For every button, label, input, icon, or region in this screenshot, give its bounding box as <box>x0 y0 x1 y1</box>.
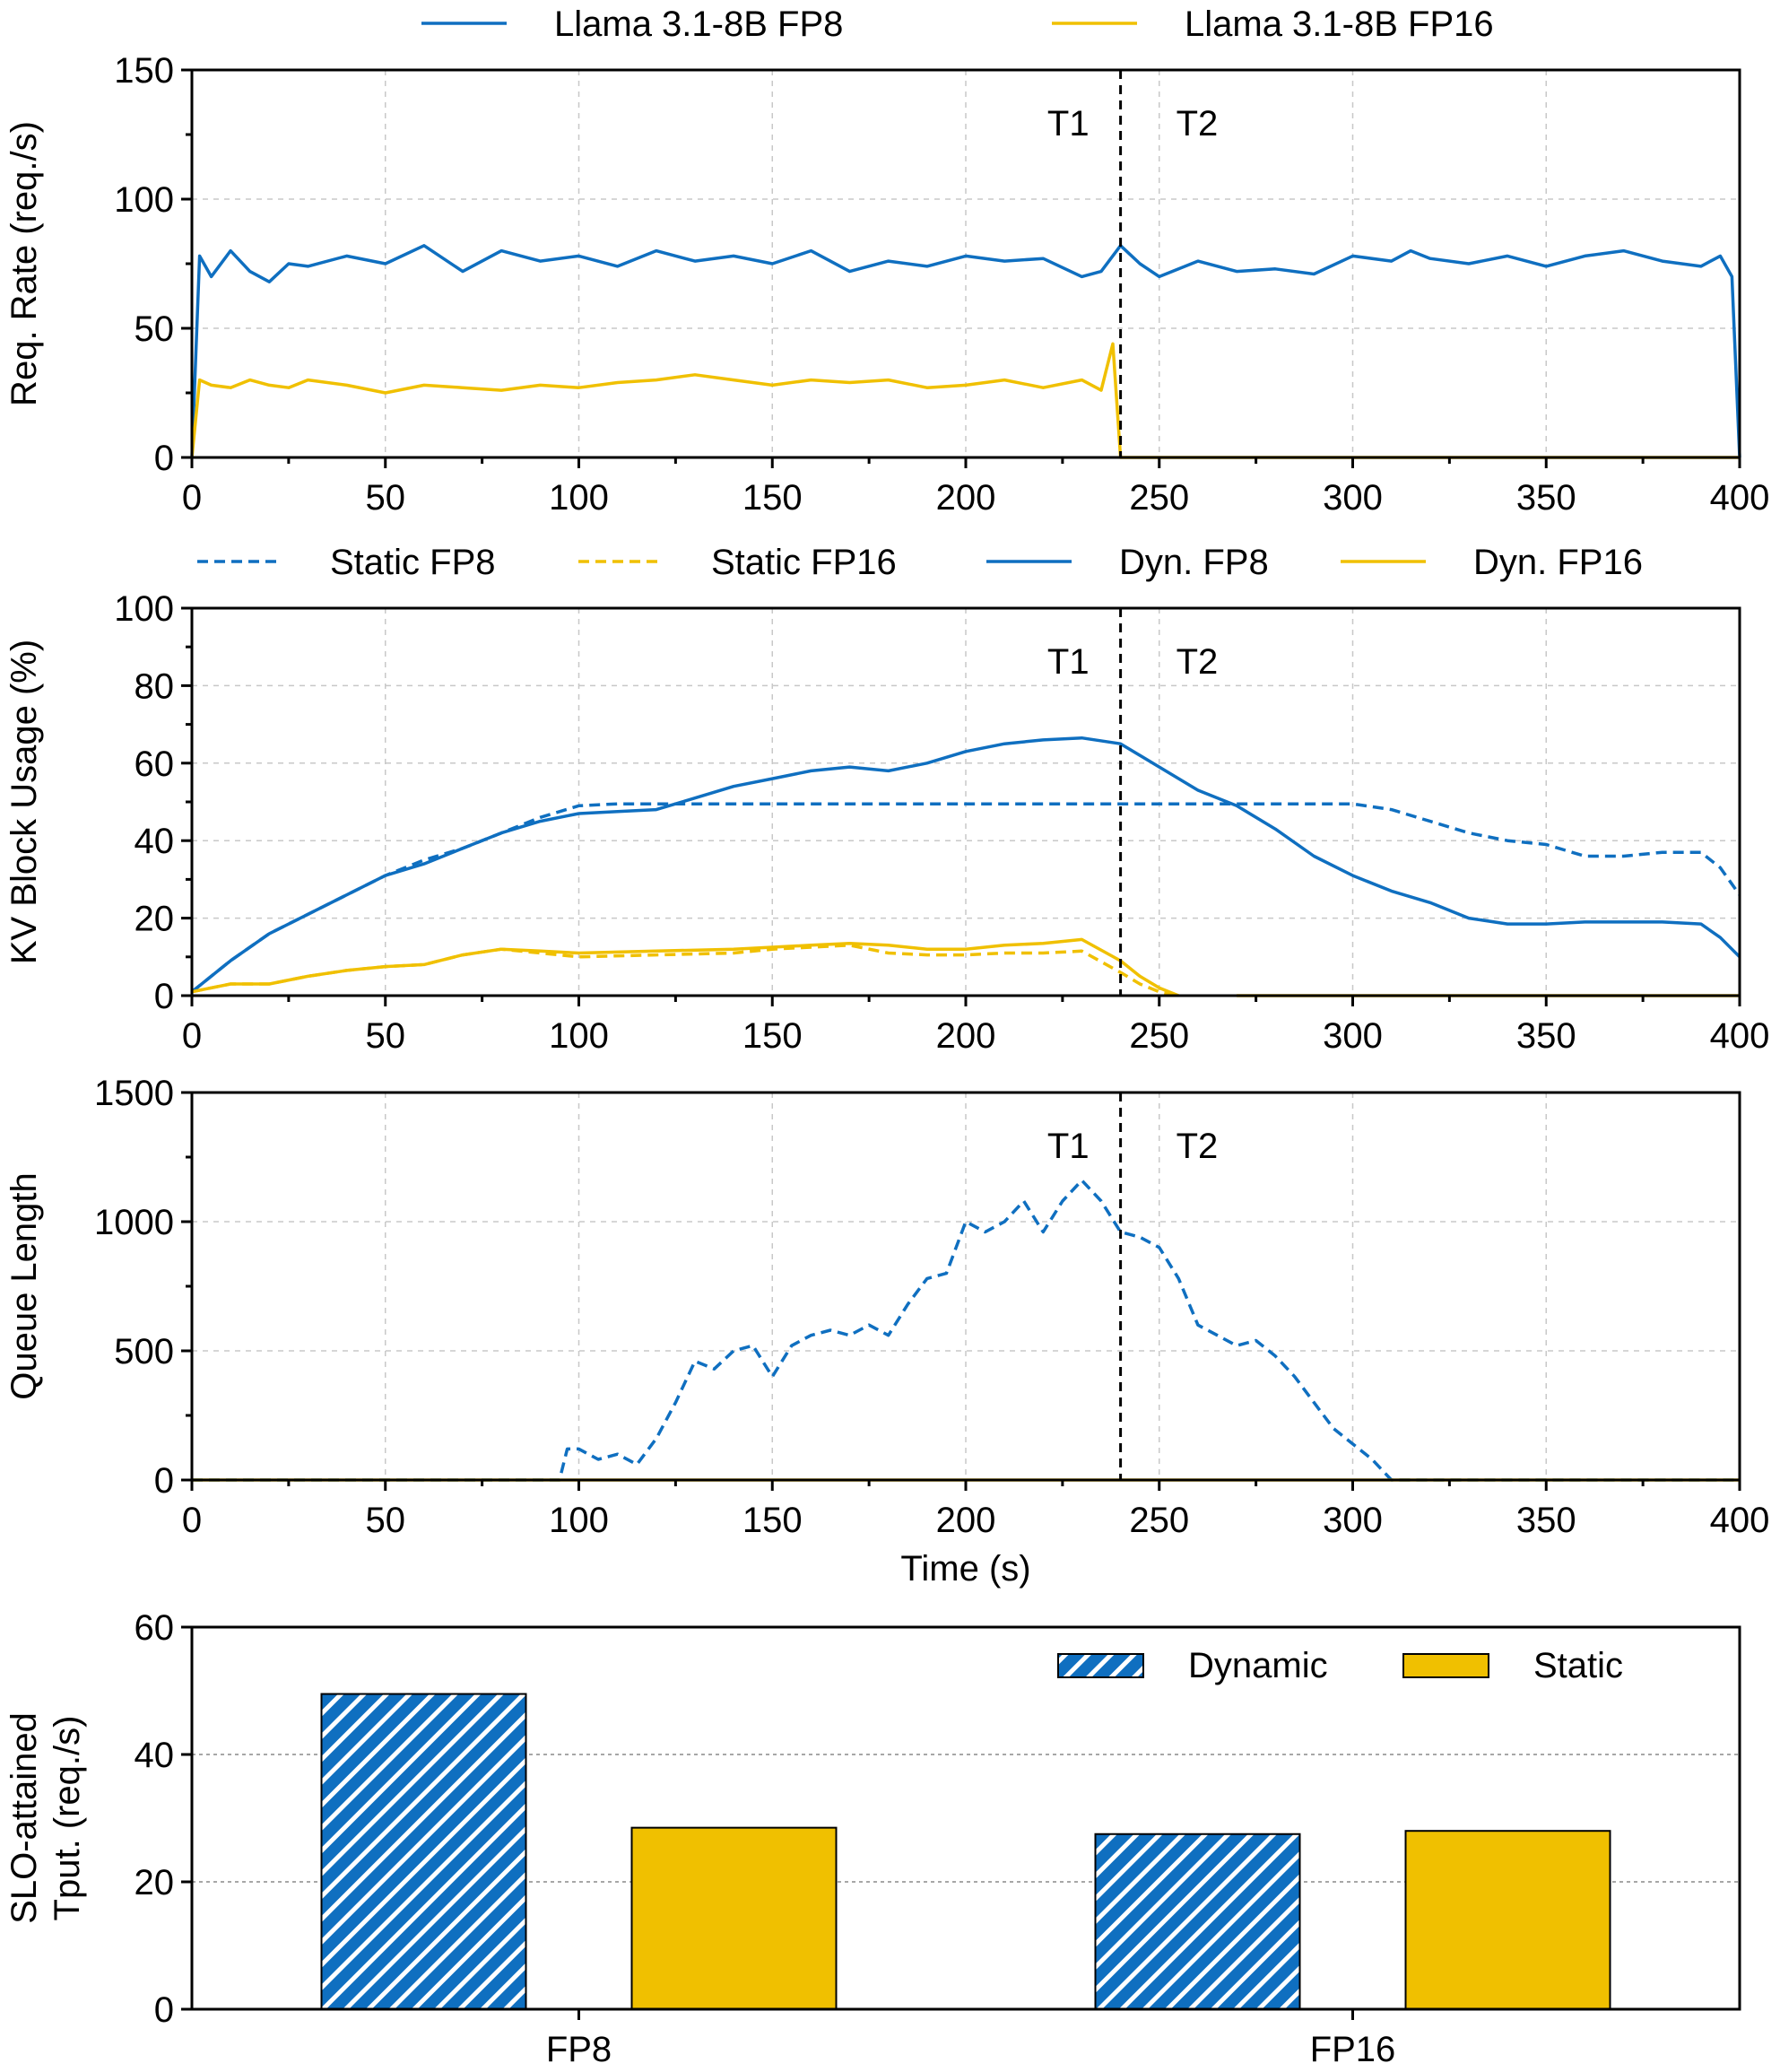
y-axis-label: Queue Length <box>4 1172 44 1400</box>
y-tick-label: 1000 <box>94 1203 174 1242</box>
series-line-1-2 <box>190 342 1740 459</box>
x-tick-label: 300 <box>1323 1016 1383 1056</box>
x-category-label: FP16 <box>1310 2030 1396 2069</box>
legend-label: Llama 3.1-8B FP8 <box>554 4 843 44</box>
bar-static-fp8 <box>630 1826 838 2011</box>
bar-dynamic-fp8 <box>320 1693 527 2011</box>
series-line-2-3 <box>190 736 1741 994</box>
phase-label-t2: T2 <box>1177 104 1219 144</box>
plot-frame <box>190 1625 1741 2011</box>
legend-label: Dyn. FP16 <box>1473 543 1643 582</box>
series-line-1-1 <box>190 244 1741 458</box>
x-tick-label: 100 <box>549 478 609 518</box>
y-tick-label: 1500 <box>94 1074 174 1113</box>
x-tick-label: 100 <box>549 1016 609 1056</box>
x-tick-label: 0 <box>182 1501 202 1540</box>
x-tick-label: 50 <box>366 478 406 518</box>
y-tick-label: 100 <box>114 180 174 220</box>
y-tick-label: 20 <box>135 900 175 939</box>
x-tick-label: 0 <box>182 1016 202 1056</box>
x-tick-label: 300 <box>1323 478 1383 518</box>
chart-panel-4: FP8 FP16 0 20 40 60 SLO-attained Tput. (req./s)… <box>4 1608 1741 2069</box>
y-tick-label: 40 <box>135 1736 175 1775</box>
x-tick-label: 250 <box>1129 1016 1189 1056</box>
bar-static-fp16 <box>1404 1830 1611 2010</box>
x-tick-label: 400 <box>1710 1501 1770 1540</box>
y-tick-label: 0 <box>154 977 174 1016</box>
series-line-3-1 <box>192 1179 1740 1482</box>
chart-panel-1: T1 T2 0 50 100 150 200 250 300 350 400 0 50 100 150 Req… <box>4 4 1769 518</box>
y-tick-label: 50 <box>135 309 175 349</box>
x-tick-label: 400 <box>1710 1016 1770 1056</box>
phase-label-t1: T1 <box>1047 104 1090 144</box>
legend-swatch <box>1057 1653 1144 1678</box>
x-tick-label: 200 <box>936 478 996 518</box>
y-tick-label: 40 <box>135 822 175 861</box>
x-tick-label: 0 <box>182 478 202 518</box>
x-axis-label: Time (s) <box>900 1549 1030 1589</box>
x-tick-label: 50 <box>366 1501 406 1540</box>
y-axis-label: Tput. (req./s) <box>48 1716 87 1921</box>
legend-swatch <box>1402 1653 1489 1678</box>
phase-label-t1: T1 <box>1047 1127 1090 1166</box>
x-tick-label: 150 <box>742 1501 803 1540</box>
legend-label: Static FP16 <box>711 543 897 582</box>
legend-label: Static FP8 <box>330 543 496 582</box>
y-tick-label: 100 <box>114 589 174 629</box>
chart-panel-2: T1 T2 0 50 100 150 200 250 300 350 400 0 20 40 60 80 100… <box>4 543 1769 1056</box>
y-axis-label: SLO-attained <box>4 1712 44 1924</box>
x-category-label: FP8 <box>546 2030 612 2069</box>
x-tick-label: 250 <box>1129 1501 1189 1540</box>
phase-label-t1: T1 <box>1047 642 1090 682</box>
x-tick-label: 200 <box>936 1501 996 1540</box>
y-tick-label: 20 <box>135 1863 175 1902</box>
x-tick-label: 150 <box>742 478 803 518</box>
y-tick-label: 60 <box>135 744 175 784</box>
legend-label: Static <box>1533 1646 1623 1685</box>
legend-label: Dyn. FP8 <box>1119 543 1269 582</box>
x-tick-label: 300 <box>1323 1501 1383 1540</box>
chart-panel-3: T1 T2 0 50 100 150 200 250 300 350 400 0 500 1000 1500… <box>4 1074 1769 1589</box>
y-tick-label: 80 <box>135 666 175 706</box>
bar-dynamic-fp16 <box>1094 1833 1301 2010</box>
x-tick-label: 100 <box>549 1501 609 1540</box>
x-tick-label: 150 <box>742 1016 803 1056</box>
x-tick-label: 250 <box>1129 478 1189 518</box>
y-tick-label: 60 <box>135 1608 175 1648</box>
legend-label: Llama 3.1-8B FP16 <box>1185 4 1494 44</box>
y-tick-label: 0 <box>154 439 174 478</box>
x-tick-label: 350 <box>1516 1016 1576 1056</box>
y-tick-label: 0 <box>154 1990 174 2030</box>
x-tick-label: 50 <box>366 1016 406 1056</box>
y-tick-label: 500 <box>114 1332 174 1371</box>
y-tick-label: 150 <box>114 51 174 91</box>
x-tick-label: 400 <box>1710 478 1770 518</box>
x-tick-label: 350 <box>1516 1501 1576 1540</box>
x-tick-label: 350 <box>1516 478 1576 518</box>
y-axis-label: KV Block Usage (%) <box>4 640 44 964</box>
phase-label-t2: T2 <box>1177 1127 1219 1166</box>
y-tick-label: 0 <box>154 1461 174 1501</box>
y-axis-label: Req. Rate (req./s) <box>4 121 44 406</box>
phase-label-t2: T2 <box>1177 642 1219 682</box>
legend-label: Dynamic <box>1188 1646 1328 1685</box>
x-tick-label: 200 <box>936 1016 996 1056</box>
